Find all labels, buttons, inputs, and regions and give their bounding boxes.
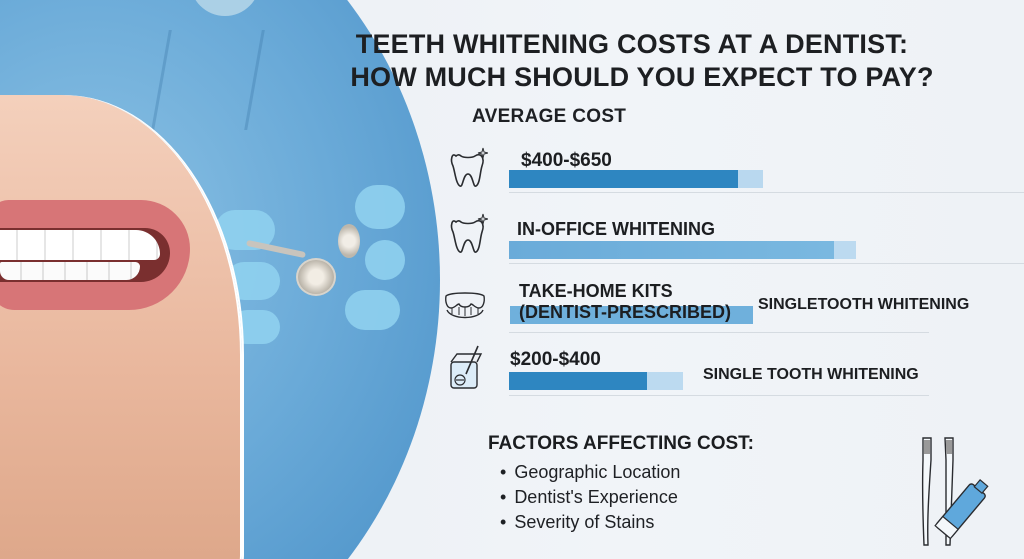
upper-teeth xyxy=(0,230,160,260)
cost-bar-track xyxy=(509,241,856,259)
dental-mirror-2 xyxy=(338,224,360,258)
page-title: TEETH WHITENING COSTS AT A DENTIST: HOW … xyxy=(272,28,992,94)
glove-right-3 xyxy=(345,290,400,330)
cost-bar-track xyxy=(510,306,753,324)
dental-tray-icon xyxy=(445,292,485,319)
row-divider xyxy=(509,395,929,396)
cost-bar-track xyxy=(509,170,763,188)
toothbrushes-toothpaste-icon xyxy=(921,437,989,546)
row-side-label: SINGLE TOOTH WHITENING xyxy=(703,366,919,383)
row-label: $200-$400 xyxy=(510,349,601,370)
row-label: $400-$650 xyxy=(521,150,612,171)
cost-bar-track xyxy=(509,372,683,390)
tooth-sparkle-icon xyxy=(450,213,488,253)
cost-bar-fill xyxy=(509,241,834,259)
row-label-secondary: (DENTIST-PRESCRIBED) xyxy=(519,302,732,322)
glove-right xyxy=(355,185,405,229)
title-line-2: HOW MUCH SHOULD YOU EXPECT TO PAY? xyxy=(350,62,934,92)
title-line-1: TEETH WHITENING COSTS AT A DENTIST: xyxy=(355,29,909,59)
row-label: TAKE-HOME KITS xyxy=(519,281,673,301)
row-divider xyxy=(509,263,1024,264)
glove-right-2 xyxy=(365,240,405,280)
factor-item: Geographic Location xyxy=(500,460,680,485)
row-label: IN-OFFICE WHITENING xyxy=(517,219,715,239)
section-heading: AVERAGE COST xyxy=(472,106,627,127)
dental-mirror xyxy=(296,258,336,296)
row-side-label: SINGLETOOTH WHITENING xyxy=(758,296,970,313)
cost-bar-fill xyxy=(509,372,647,390)
factor-item: Dentist's Experience xyxy=(500,485,680,510)
dentist-smile-photo xyxy=(0,0,440,559)
whitening-kit-box-icon xyxy=(450,345,483,389)
lower-teeth xyxy=(0,262,140,280)
cost-bar-fill xyxy=(509,170,738,188)
row-divider xyxy=(509,332,929,333)
scrubs-collar xyxy=(151,30,265,130)
factor-item: Severity of Stains xyxy=(500,510,680,535)
factors-heading: FACTORS AFFECTING COST: xyxy=(488,433,754,454)
tooth-sparkle-icon xyxy=(450,147,488,187)
row-divider xyxy=(509,192,1024,193)
factors-list: Geographic Location Dentist's Experience… xyxy=(500,460,680,535)
